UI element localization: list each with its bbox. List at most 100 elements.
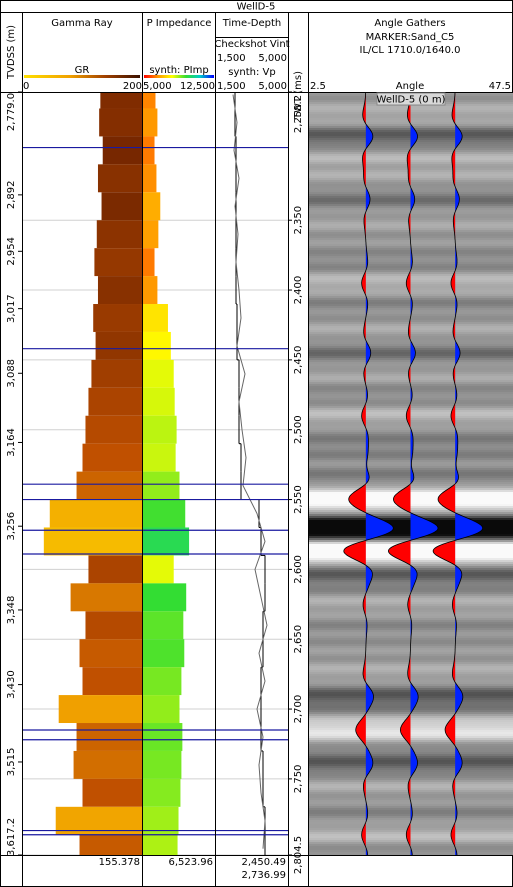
seismic-strip <box>309 846 513 848</box>
y-tick-label: 2,700 <box>293 695 304 724</box>
seismic-strip <box>309 402 513 404</box>
seismic-strip <box>309 326 513 328</box>
seismic-strip <box>309 324 513 326</box>
y-tick-label: 3,515 <box>6 748 17 777</box>
gr-fill <box>97 164 142 193</box>
curve-name: synth: PImp <box>149 65 208 76</box>
curve-name: GR <box>75 65 90 76</box>
seismic-strip <box>309 556 513 558</box>
seismic-strip <box>309 414 513 416</box>
seismic-strip <box>309 216 513 218</box>
seismic-strip <box>309 604 513 606</box>
gr-fill <box>76 471 142 500</box>
pimp-fill <box>143 527 190 556</box>
gr-fill <box>91 359 142 388</box>
seismic-strip <box>309 830 513 832</box>
seismic-strip <box>309 680 513 682</box>
seismic-strip <box>309 226 513 228</box>
legend-entry: Checkshot Vint <box>214 39 289 50</box>
seismic-strip <box>309 724 513 726</box>
seismic-strip <box>309 494 513 496</box>
seismic-strip <box>309 280 513 282</box>
seismic-strip <box>309 554 513 556</box>
seismic-strip <box>309 406 513 408</box>
seismic-strip <box>309 728 513 730</box>
seismic-strip <box>309 178 513 180</box>
gr-fill <box>49 499 142 528</box>
seismic-strip <box>309 274 513 276</box>
readout: 2,450.49 <box>241 857 286 868</box>
seismic-strip <box>309 844 513 846</box>
seismic-strip <box>309 410 513 412</box>
gr-fill <box>85 611 142 640</box>
seismic-strip <box>309 294 513 296</box>
gr-fill <box>82 443 142 472</box>
seismic-strip <box>309 382 513 384</box>
pimp-fill <box>143 471 180 500</box>
seismic-strip <box>309 164 513 166</box>
seismic-strip <box>309 784 513 786</box>
seismic-strip <box>309 502 513 504</box>
gr-fill <box>82 667 142 696</box>
seismic-strip <box>309 378 513 380</box>
readout: 2,736.99 <box>241 870 286 881</box>
y-tick-label: 2,892 <box>6 181 17 210</box>
pimp-fill <box>143 778 181 807</box>
seismic-strip <box>309 546 513 548</box>
seismic-strip <box>309 288 513 290</box>
seismic-strip <box>309 648 513 650</box>
seismic-strip <box>309 600 513 602</box>
seismic-strip <box>309 318 513 320</box>
seismic-strip <box>309 368 513 370</box>
location: IL/CL 1710.0/1640.0 <box>360 45 461 56</box>
seismic-strip <box>309 608 513 610</box>
x-tick-label: 1,500 <box>217 53 246 64</box>
seismic-strip <box>309 822 513 824</box>
seismic-strip <box>309 422 513 424</box>
y-tick-label: 2,258.2 <box>293 95 304 133</box>
seismic-strip <box>309 718 513 720</box>
seismic-strip <box>309 488 513 490</box>
seismic-strip <box>309 158 513 160</box>
y-tick-label: 2,550 <box>293 485 304 514</box>
seismic-strip <box>309 112 513 114</box>
seismic-strip <box>309 404 513 406</box>
seismic-strip <box>309 376 513 378</box>
seismic-strip <box>309 736 513 738</box>
seismic-strip <box>309 276 513 278</box>
track-title: Gamma Ray <box>51 18 113 29</box>
pimp-fill <box>143 136 155 165</box>
x-tick-label: 47.5 <box>489 81 511 92</box>
seismic-strip <box>309 272 513 274</box>
seismic-strip <box>309 278 513 280</box>
seismic-strip <box>309 372 513 374</box>
pimp-fill <box>143 387 175 416</box>
well-label: WellD-5 (0 m) <box>377 95 446 106</box>
seismic-strip <box>309 176 513 178</box>
x-tick-label: 1,500 <box>217 81 246 92</box>
gr-fill <box>99 108 142 137</box>
seismic-strip <box>309 662 513 664</box>
seismic-strip <box>309 374 513 376</box>
y-tick-label: 3,017 <box>6 294 17 323</box>
gr-fill <box>102 136 142 165</box>
seismic-strip <box>309 730 513 732</box>
seismic-strip <box>309 616 513 618</box>
color-bar <box>24 75 140 78</box>
pimp-fill <box>143 248 155 277</box>
gr-fill <box>88 555 142 584</box>
wiggle-trace <box>432 92 484 855</box>
y-tick-label: 2,750 <box>293 765 304 794</box>
seismic-strip <box>309 230 513 232</box>
y-tick-label: 2,400 <box>293 276 304 305</box>
seismic-strip <box>309 506 513 508</box>
pimp-fill <box>143 331 171 360</box>
gr-fill <box>82 778 142 807</box>
seismic-strip <box>309 678 513 680</box>
seismic-strip <box>309 240 513 242</box>
seismic-strip <box>309 172 513 174</box>
pimp-fill <box>143 359 174 388</box>
seismic-strip <box>309 370 513 372</box>
seismic-strip <box>309 598 513 600</box>
